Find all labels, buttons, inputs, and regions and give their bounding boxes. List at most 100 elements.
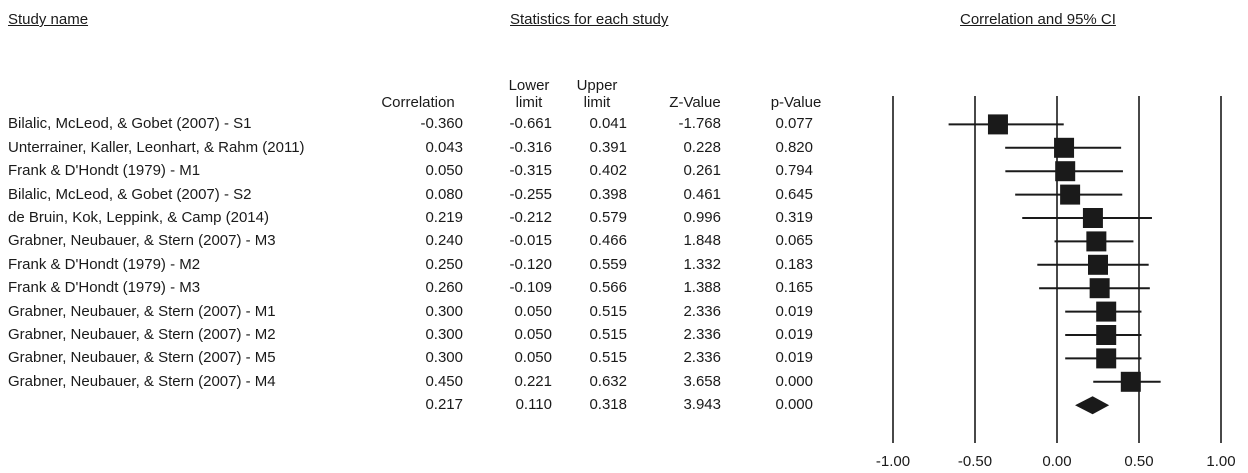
cell-correlation: 0.450	[425, 372, 463, 390]
cell-z: 3.658	[683, 372, 721, 390]
effect-marker	[1088, 254, 1108, 275]
x-tick-label: -1.00	[876, 453, 910, 470]
effect-marker	[1089, 278, 1110, 299]
effect-marker	[1082, 208, 1103, 228]
study-name-header: Study name	[8, 11, 89, 28]
cell-p: 0.065	[775, 232, 813, 250]
x-tick-label: 1.00	[1206, 453, 1235, 470]
study-name: Grabner, Neubauer, & Stern (2007) - M1	[8, 302, 276, 320]
study-name: Bilalic, McLeod, & Gobet (2007) - S2	[8, 185, 252, 203]
cell-lower: -0.120	[509, 255, 552, 273]
cell-upper: 0.398	[589, 185, 627, 203]
cell-z: 2.336	[683, 349, 721, 367]
cell-z: -1.768	[678, 115, 721, 133]
effect-marker	[987, 114, 1008, 135]
cell-upper: 0.391	[589, 138, 627, 156]
cell-upper: 0.041	[589, 115, 627, 133]
cell-z: 0.461	[683, 185, 721, 203]
cell-p: 0.077	[775, 115, 813, 133]
col-lower-label-1: Lower	[508, 77, 550, 94]
cell-correlation: 0.300	[425, 302, 463, 320]
cell-p: 0.019	[775, 349, 813, 367]
cell-upper: 0.632	[589, 372, 627, 390]
cell-correlation: 0.300	[425, 326, 463, 343]
cell-correlation: 0.300	[425, 349, 463, 367]
cell-p: 0.645	[775, 185, 813, 203]
col-upper-label-1: Upper	[576, 77, 618, 94]
col-zvalue-header: Z-Value	[655, 94, 735, 111]
cell-z: 1.388	[683, 279, 721, 297]
study-name: Frank & D'Hondt (1979) - M2	[8, 255, 201, 273]
col-correlation-header: Correlation	[368, 94, 468, 111]
cell-correlation: 0.240	[425, 232, 463, 250]
cell-lower: -0.212	[509, 209, 552, 226]
x-tick-label: 0.00	[1042, 453, 1071, 470]
cell-p: 0.319	[775, 209, 813, 226]
cell-correlation: -0.360	[420, 115, 463, 133]
cell-z: 2.336	[683, 326, 721, 343]
cell-z: 0.261	[683, 162, 721, 180]
study-name: Bilalic, McLeod, & Gobet (2007) - S1	[8, 115, 252, 133]
col-correlation-label: Correlation	[381, 94, 455, 111]
effect-marker	[1096, 348, 1117, 369]
effect-marker	[1086, 231, 1107, 252]
cell-p: 0.820	[775, 138, 813, 156]
col-lower-header: Lower limit	[489, 77, 569, 111]
cell-lower: -0.109	[509, 279, 552, 297]
summary-z: 3.943	[683, 396, 721, 414]
study-name: Grabner, Neubauer, & Stern (2007) - M3	[8, 232, 276, 250]
cell-p: 0.019	[775, 326, 813, 343]
col-upper-label-2: limit	[583, 94, 611, 111]
study-name: Grabner, Neubauer, & Stern (2007) - M2	[8, 326, 276, 343]
study-name: Frank & D'Hondt (1979) - M1	[8, 162, 201, 180]
cell-lower: -0.315	[509, 162, 552, 180]
summary-correlation: 0.217	[425, 396, 463, 414]
cell-correlation: 0.250	[425, 255, 463, 273]
summary-lower: 0.110	[515, 396, 552, 414]
cell-lower: -0.255	[509, 185, 552, 203]
cell-z: 2.336	[683, 302, 721, 320]
x-tick-label: 0.50	[1124, 453, 1153, 470]
study-name: Grabner, Neubauer, & Stern (2007) - M5	[8, 349, 276, 367]
cell-lower: -0.661	[509, 115, 552, 133]
cell-upper: 0.579	[589, 209, 627, 226]
cell-upper: 0.515	[589, 349, 627, 367]
cell-correlation: 0.080	[425, 185, 463, 203]
effect-marker	[1096, 301, 1117, 322]
col-zvalue-label: Z-Value	[669, 94, 721, 111]
cell-p: 0.794	[775, 162, 813, 180]
correlation-ci-header: Correlation and 95% CI	[960, 11, 1116, 28]
summary-upper: 0.318	[589, 396, 627, 414]
cell-correlation: 0.260	[425, 279, 463, 297]
summary-p: 0.000	[775, 396, 813, 414]
col-lower-label-2: limit	[515, 94, 543, 111]
cell-upper: 0.515	[589, 326, 627, 343]
study-name: Grabner, Neubauer, & Stern (2007) - M4	[8, 372, 276, 390]
cell-lower: -0.316	[509, 138, 552, 156]
col-pvalue-label: p-Value	[770, 94, 822, 111]
cell-upper: 0.515	[589, 302, 627, 320]
cell-p: 0.000	[775, 372, 813, 390]
cell-p: 0.165	[775, 279, 813, 297]
cell-upper: 0.466	[589, 232, 627, 250]
cell-z: 0.228	[683, 138, 721, 156]
cell-correlation: 0.050	[425, 162, 463, 180]
cell-lower: 0.050	[514, 349, 552, 367]
x-tick-label: -0.50	[958, 453, 992, 470]
cell-z: 1.332	[683, 255, 721, 273]
summary-diamond	[1075, 396, 1110, 415]
effect-marker	[1054, 137, 1075, 158]
study-name: Frank & D'Hondt (1979) - M3	[8, 279, 201, 297]
col-pvalue-header: p-Value	[756, 94, 836, 111]
effect-marker	[1120, 371, 1141, 392]
study-name: de Bruin, Kok, Leppink, & Camp (2014)	[8, 209, 269, 226]
cell-correlation: 0.043	[425, 138, 463, 156]
cell-upper: 0.402	[589, 162, 627, 180]
col-upper-header: Upper limit	[557, 77, 637, 111]
cell-z: 1.848	[683, 232, 721, 250]
cell-lower: 0.050	[514, 326, 552, 343]
effect-marker	[1096, 325, 1117, 345]
effect-marker	[1055, 161, 1076, 182]
cell-p: 0.183	[775, 255, 813, 273]
